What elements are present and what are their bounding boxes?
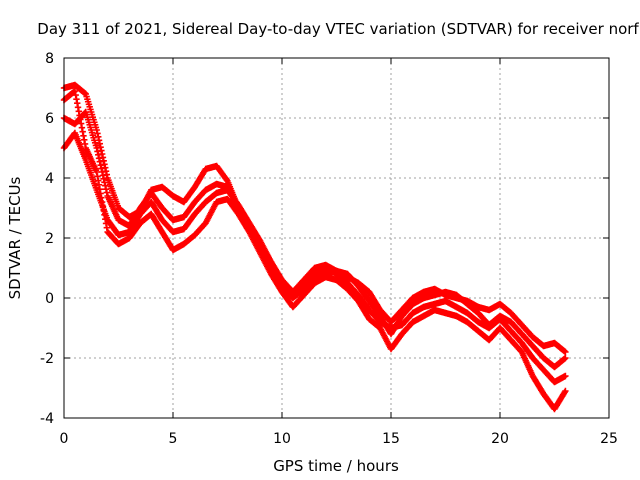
chart-title: Day 311 of 2021, Sidereal Day-to-day VTE… bbox=[37, 20, 639, 38]
y-axis-label: SDTVAR / TECUs bbox=[6, 176, 24, 299]
x-tick-label: 25 bbox=[600, 431, 618, 447]
x-tick-label: 5 bbox=[169, 431, 178, 447]
x-tick-label: 20 bbox=[491, 431, 509, 447]
x-tick-label: 0 bbox=[60, 431, 69, 447]
y-tick-label: 6 bbox=[45, 111, 54, 127]
data-points bbox=[60, 81, 569, 413]
data-point bbox=[562, 354, 569, 362]
data-point bbox=[562, 348, 569, 356]
grid bbox=[64, 58, 609, 418]
series-track-4 bbox=[60, 87, 569, 413]
x-axis-ticks: 0 5 10 15 20 25 bbox=[60, 58, 618, 447]
y-tick-label: 2 bbox=[45, 231, 54, 247]
y-tick-label: 8 bbox=[45, 51, 54, 67]
y-tick-label: -2 bbox=[40, 351, 54, 367]
data-point bbox=[562, 372, 569, 380]
series-track-3 bbox=[60, 129, 569, 386]
data-point bbox=[562, 387, 569, 395]
plot-frame bbox=[63, 57, 610, 419]
series-track-2 bbox=[60, 108, 569, 371]
y-tick-label: -4 bbox=[40, 411, 54, 427]
y-tick-label: 4 bbox=[45, 171, 54, 187]
x-tick-label: 15 bbox=[382, 431, 400, 447]
x-axis-label: GPS time / hours bbox=[273, 457, 399, 475]
y-tick-label: 0 bbox=[45, 291, 54, 307]
x-tick-label: 10 bbox=[273, 431, 291, 447]
